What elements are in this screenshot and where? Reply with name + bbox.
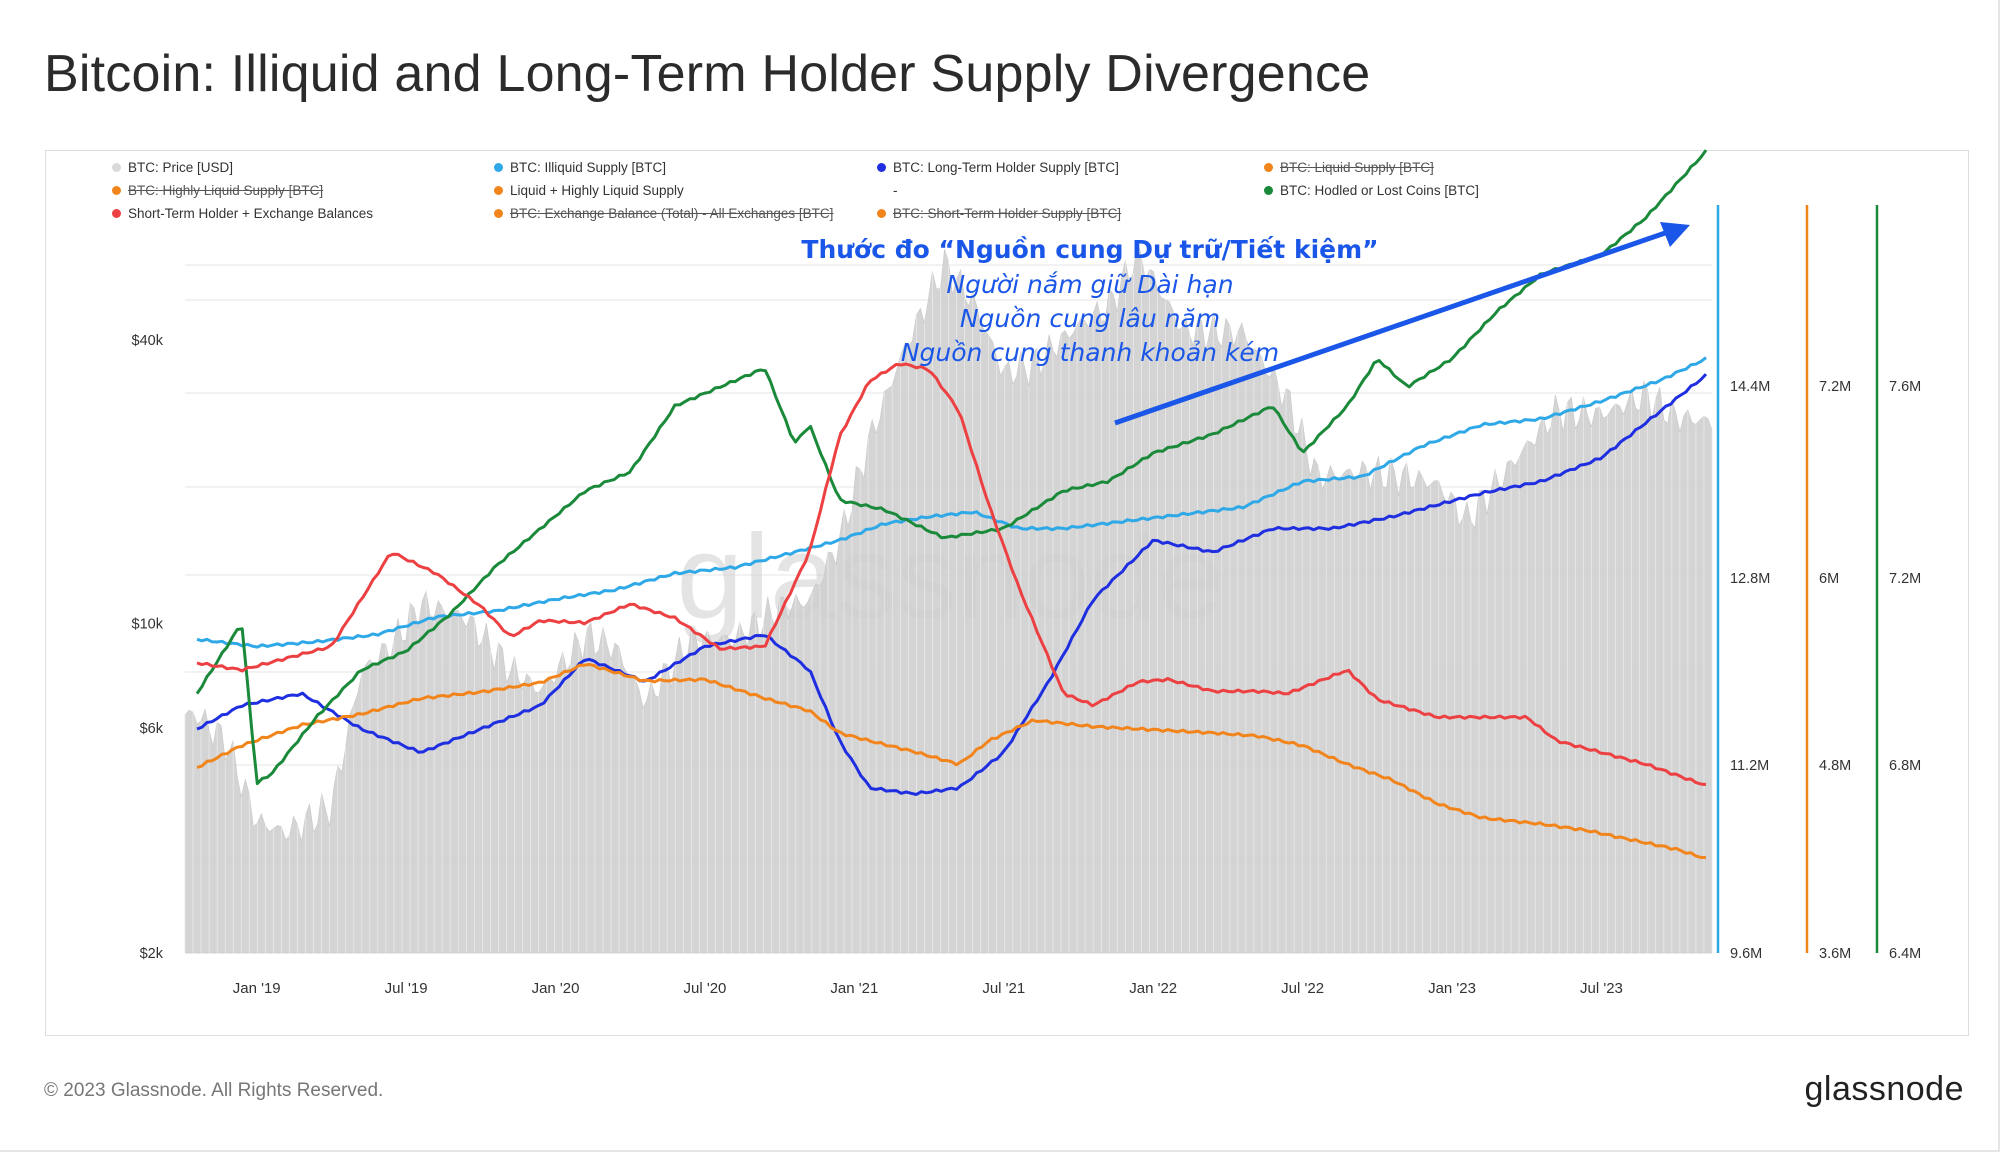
legend-swatch <box>112 209 121 218</box>
x-tick-label: Jan '20 <box>532 980 580 997</box>
legend-item[interactable]: Short-Term Holder + Exchange Balances <box>112 206 373 221</box>
legend-swatch <box>494 209 503 218</box>
annotation-line-2: Nguồn cung lâu năm <box>959 304 1221 333</box>
glassnode-logo: glassnode <box>1804 1070 1964 1108</box>
legend-label: BTC: Short-Term Holder Supply [BTC] <box>893 206 1122 221</box>
x-tick-label: Jul '23 <box>1580 980 1623 997</box>
legend-swatch <box>494 163 503 172</box>
series-line-short-term-holder-exchange-balances <box>196 362 1707 786</box>
legend-item[interactable]: BTC: Highly Liquid Supply [BTC] <box>112 183 323 198</box>
y-tick-label: 3.6M <box>1819 946 1851 962</box>
x-tick-label: Jan '19 <box>233 980 281 997</box>
y-tick-label: 7.2M <box>1889 571 1921 587</box>
x-tick-label: Jul '19 <box>385 980 428 997</box>
x-tick-label: Jul '21 <box>982 980 1025 997</box>
annotation-line-1: Người nắm giữ Dài hạn <box>946 270 1234 299</box>
legend-item[interactable]: Liquid + Highly Liquid Supply <box>494 183 684 198</box>
y-tick-label: 6.4M <box>1889 946 1921 962</box>
legend-item[interactable]: BTC: Long-Term Holder Supply [BTC] <box>877 160 1119 175</box>
x-tick-label: Jan '21 <box>830 980 878 997</box>
legend-label: BTC: Long-Term Holder Supply [BTC] <box>893 160 1119 175</box>
price-tick-label: $2k <box>140 946 164 962</box>
legend-swatch <box>1264 186 1273 195</box>
y-tick-label: 6M <box>1819 571 1839 587</box>
chart-legend: BTC: Price [USD] BTC: Illiquid Supply [BT… <box>112 160 1512 230</box>
series-line-btc-hodled-or-lost-coins-btc- <box>195 149 1708 786</box>
annotation-line-3: Nguồn cung thanh khoản kém <box>900 338 1280 367</box>
y-tick-label: 11.2M <box>1730 758 1769 774</box>
x-tick-label: Jan '23 <box>1428 980 1476 997</box>
legend-swatch <box>112 186 121 195</box>
footer-copyright: © 2023 Glassnode. All Rights Reserved. <box>44 1080 384 1101</box>
legend-label: BTC: Price [USD] <box>128 160 234 175</box>
legend-label: - <box>893 183 898 198</box>
legend-item[interactable]: BTC: Liquid Supply [BTC] <box>1264 160 1434 175</box>
legend-label: BTC: Hodled or Lost Coins [BTC] <box>1280 183 1479 198</box>
legend-item[interactable]: BTC: Illiquid Supply [BTC] <box>494 160 666 175</box>
annotation-arrow-shaft <box>1114 229 1669 426</box>
legend-swatch <box>494 186 503 195</box>
legend-item[interactable]: BTC: Short-Term Holder Supply [BTC] <box>877 206 1121 221</box>
legend-swatch <box>112 163 121 172</box>
legend-label: BTC: Exchange Balance (Total) - All Exch… <box>510 206 834 221</box>
y-tick-label: 9.6M <box>1730 946 1762 962</box>
legend-swatch <box>1264 163 1273 172</box>
annotation: Thước đo “Nguồn cung Dự trữ/Tiết kiệm” N… <box>790 232 1390 370</box>
y-tick-label: 6.8M <box>1889 758 1921 774</box>
price-tick-label: $10k <box>132 617 164 633</box>
legend-label: Short-Term Holder + Exchange Balances <box>128 206 373 221</box>
x-tick-label: Jul '20 <box>684 980 727 997</box>
series-line-liquid-highly-liquid-supply <box>196 662 1707 860</box>
page-title: Bitcoin: Illiquid and Long-Term Holder S… <box>44 45 1371 103</box>
legend-item[interactable]: BTC: Hodled or Lost Coins [BTC] <box>1264 183 1479 198</box>
x-tick-label: Jan '22 <box>1129 980 1177 997</box>
price-tick-label: $6k <box>140 721 164 737</box>
annotation-title: Thước đo “Nguồn cung Dự trữ/Tiết kiệm” <box>801 235 1379 264</box>
legend-item[interactable]: - <box>877 183 898 198</box>
y-tick-label: 14.4M <box>1730 379 1770 395</box>
legend-label: Liquid + Highly Liquid Supply <box>510 183 684 198</box>
legend-label: BTC: Highly Liquid Supply [BTC] <box>128 183 324 198</box>
y-tick-label: 7.2M <box>1819 379 1851 395</box>
y-tick-label: 12.8M <box>1730 571 1770 587</box>
legend-label: BTC: Liquid Supply [BTC] <box>1280 160 1434 175</box>
series-line-btc-long-term-holder-supply-btc- <box>196 373 1708 796</box>
x-tick-label: Jul '22 <box>1281 980 1324 997</box>
price-tick-label: $40k <box>132 333 164 349</box>
legend-item[interactable]: BTC: Price [USD] <box>112 160 233 175</box>
y-tick-label: 4.8M <box>1819 758 1851 774</box>
legend-item[interactable]: BTC: Exchange Balance (Total) - All Exch… <box>494 206 833 221</box>
legend-label: BTC: Illiquid Supply [BTC] <box>510 160 667 175</box>
annotation-arrow-head <box>1660 222 1690 247</box>
legend-swatch <box>877 163 886 172</box>
y-tick-label: 7.6M <box>1889 379 1921 395</box>
legend-swatch <box>877 209 886 218</box>
